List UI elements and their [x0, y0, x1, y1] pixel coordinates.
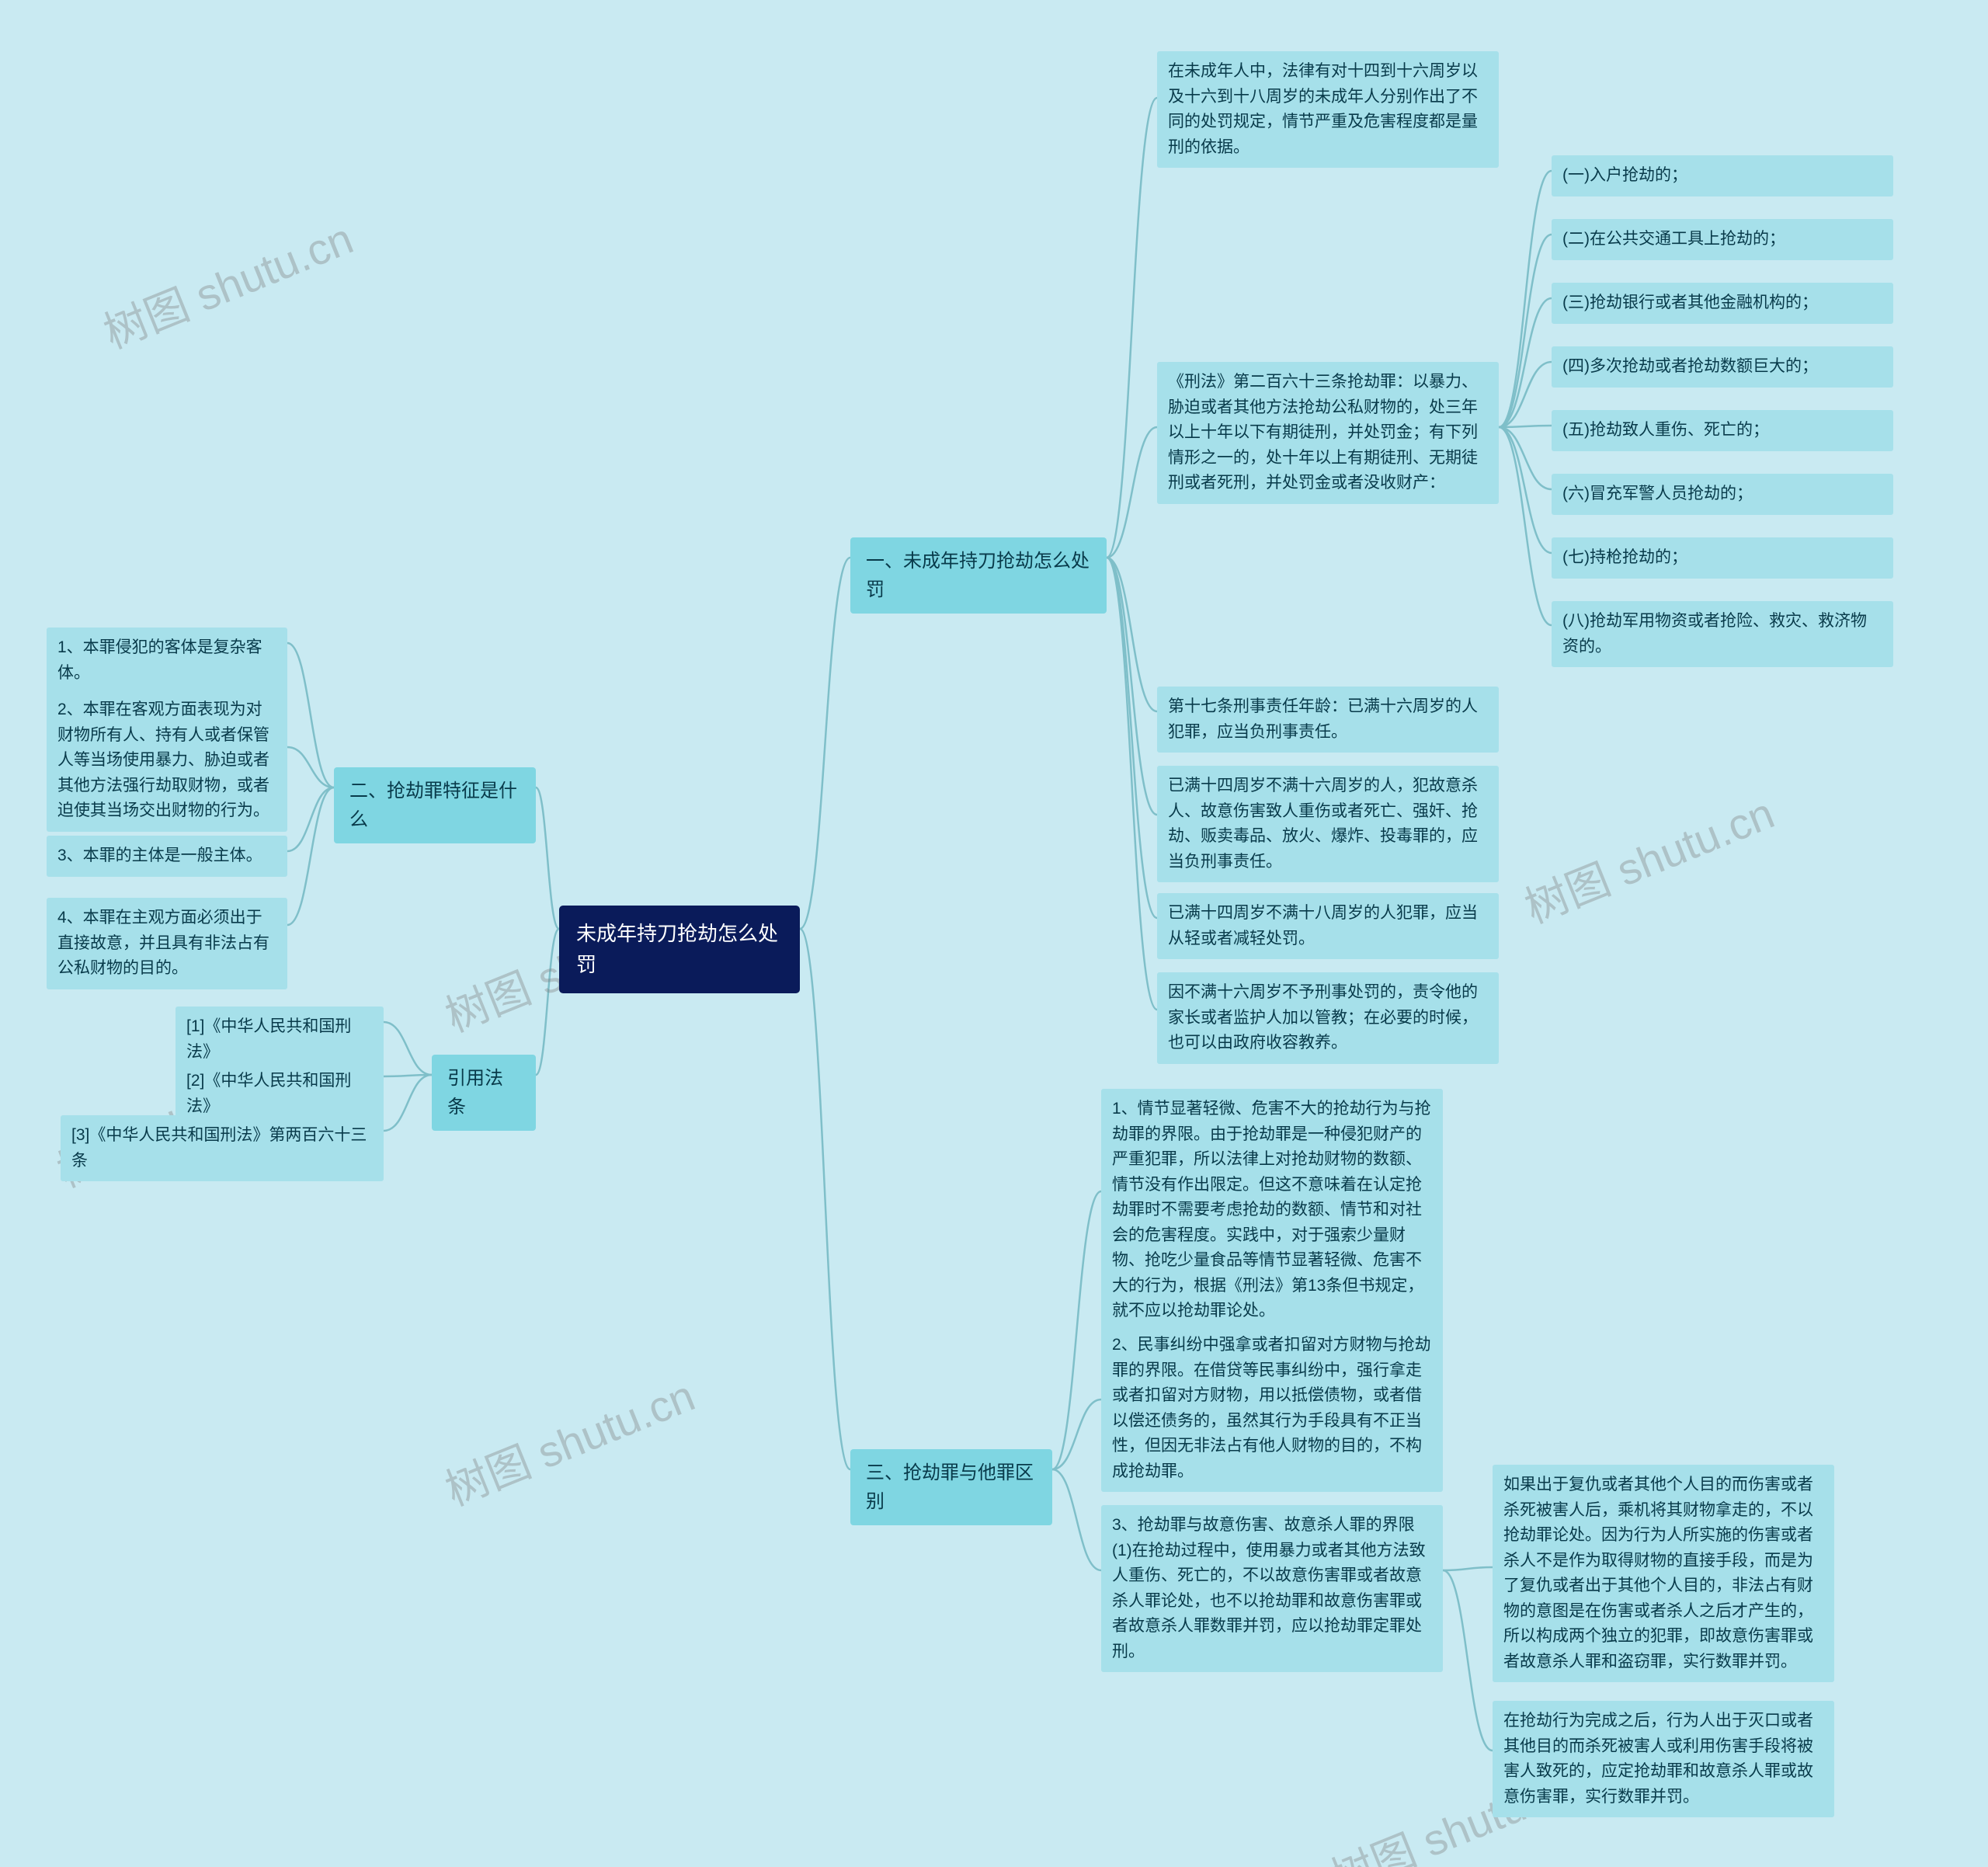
mindmap-canvas: 树图 shutu.cn树图 shutu.cn树图 shutu.cn树图 shut…	[0, 0, 1988, 1867]
b3c3a: 如果出于复仇或者其他个人目的而伤害或者杀死被害人后，乘机将其财物拿走的，不以抢劫…	[1493, 1465, 1834, 1682]
b2: 二、抢劫罪特征是什么	[334, 767, 536, 843]
b1c4: 已满十四周岁不满十六周岁的人，犯故意杀人、故意伤害致人重伤或者死亡、强奸、抢劫、…	[1157, 766, 1499, 882]
b1: 一、未成年持刀抢劫怎么处罚	[850, 537, 1107, 614]
b2c2: 2、本罪在客观方面表现为对财物所有人、持有人或者保管人等当场使用暴力、胁迫或者其…	[47, 690, 287, 832]
b1c5: 已满十四周岁不满十八周岁的人犯罪，应当从轻或者减轻处罚。	[1157, 893, 1499, 959]
b1c2a: (一)入户抢劫的；	[1552, 155, 1893, 196]
b1c2d: (四)多次抢劫或者抢劫数额巨大的；	[1552, 346, 1893, 388]
b1c2b: (二)在公共交通工具上抢劫的；	[1552, 219, 1893, 260]
b1c1: 在未成年人中，法律有对十四到十六周岁以及十六到十八周岁的未成年人分别作出了不同的…	[1157, 51, 1499, 168]
b1c2f: (六)冒充军警人员抢劫的；	[1552, 474, 1893, 515]
b4c3: [3]《中华人民共和国刑法》第两百六十三条	[61, 1115, 384, 1181]
watermark: 树图 shutu.cn	[93, 204, 361, 361]
b1c2e: (五)抢劫致人重伤、死亡的；	[1552, 410, 1893, 451]
b1c2g: (七)持枪抢劫的；	[1552, 537, 1893, 579]
b1c6: 因不满十六周岁不予刑事处罚的，责令他的家长或者监护人加以管教；在必要的时候，也可…	[1157, 972, 1499, 1064]
b3c1: 1、情节显著轻微、危害不大的抢劫行为与抢劫罪的界限。由于抢劫罪是一种侵犯财产的严…	[1101, 1089, 1443, 1332]
root-node: 未成年持刀抢劫怎么处罚	[559, 906, 800, 993]
watermark: 树图 shutu.cn	[435, 1361, 703, 1518]
b3c3: 3、抢劫罪与故意伤害、故意杀人罪的界限(1)在抢劫过程中，使用暴力或者其他方法致…	[1101, 1505, 1443, 1672]
b3: 三、抢劫罪与他罪区别	[850, 1449, 1052, 1525]
b1c2c: (三)抢劫银行或者其他金融机构的；	[1552, 283, 1893, 324]
b2c3: 3、本罪的主体是一般主体。	[47, 836, 287, 877]
b4: 引用法条	[432, 1055, 536, 1131]
b1c2: 《刑法》第二百六十三条抢劫罪：以暴力、胁迫或者其他方法抢劫公私财物的，处三年以上…	[1157, 362, 1499, 504]
b2c1: 1、本罪侵犯的客体是复杂客体。	[47, 628, 287, 694]
b1c2h: (八)抢劫军用物资或者抢险、救灾、救济物资的。	[1552, 601, 1893, 667]
b3c3b: 在抢劫行为完成之后，行为人出于灭口或者其他目的而杀死被害人或利用伤害手段将被害人…	[1493, 1701, 1834, 1817]
b3c2: 2、民事纠纷中强拿或者扣留对方财物与抢劫罪的界限。在借贷等民事纠纷中，强行拿走或…	[1101, 1325, 1443, 1492]
b1c3: 第十七条刑事责任年龄：已满十六周岁的人犯罪，应当负刑事责任。	[1157, 687, 1499, 753]
watermark: 树图 shutu.cn	[1514, 779, 1782, 936]
b2c4: 4、本罪在主观方面必须出于直接故意，并且具有非法占有公私财物的目的。	[47, 898, 287, 989]
